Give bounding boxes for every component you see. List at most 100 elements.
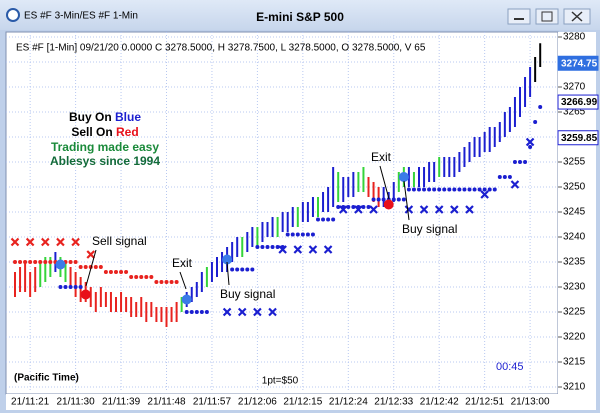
y-tick-label: 3230 — [563, 282, 586, 293]
legend-text: Buy On — [69, 110, 112, 124]
y-tick-label: 3255 — [563, 157, 586, 168]
stop-dot — [43, 260, 48, 264]
time-axis — [6, 394, 596, 410]
stop-dot — [538, 105, 543, 109]
stop-dot — [482, 187, 487, 192]
stop-dot — [139, 275, 144, 279]
y-tick-label: 3210 — [563, 382, 586, 393]
x-marker — [338, 205, 348, 214]
stop-dot — [401, 197, 406, 202]
stop-dot — [164, 280, 169, 284]
annotation-arrow — [85, 249, 97, 287]
x-marker — [323, 245, 333, 254]
price-label-box — [557, 94, 599, 110]
bar-countdown: 00:45 — [496, 361, 524, 373]
stop-dot — [255, 245, 260, 249]
stop-dot — [285, 232, 290, 237]
x-marker — [419, 205, 429, 214]
stop-dot — [144, 275, 149, 279]
info-line: ES #F [1-Min] 09/21/20 0.0000 C 3278.500… — [16, 43, 426, 54]
maximize-button[interactable] — [535, 8, 559, 25]
stop-dot — [411, 187, 416, 192]
x-marker — [71, 237, 80, 247]
price-label: 3266.99 — [561, 97, 598, 108]
x-tick-label: 21/12:06 — [238, 397, 277, 408]
x-marker — [369, 205, 378, 214]
y-tick-label: 3225 — [563, 307, 586, 318]
stop-dot — [326, 217, 331, 222]
x-marker — [450, 205, 459, 214]
legend-sell: Sell On Red — [71, 125, 138, 139]
title-bar — [0, 0, 600, 30]
stop-dot — [528, 145, 533, 149]
x-marker — [480, 190, 489, 199]
stop-dot — [48, 260, 53, 264]
stop-dot — [361, 205, 366, 209]
minimize-button[interactable] — [507, 8, 531, 25]
x-marker — [434, 205, 444, 214]
x-marker — [278, 245, 287, 254]
signal-dot — [55, 259, 66, 270]
stop-dot — [63, 285, 68, 289]
stop-dot — [129, 275, 134, 279]
x-marker — [293, 245, 303, 254]
stop-dot — [199, 310, 204, 314]
annotation: Buy signal — [402, 222, 457, 236]
stop-dot — [457, 187, 462, 192]
stop-dot — [230, 267, 235, 272]
stop-dot — [134, 275, 139, 279]
x-tick-label: 21/12:33 — [374, 397, 413, 408]
stop-dot — [78, 265, 83, 269]
stop-dot — [502, 175, 507, 179]
annotation-arrow — [403, 180, 410, 221]
legend-buy: Buy On Blue — [69, 110, 141, 124]
annotation-arrow — [179, 271, 187, 290]
stop-dot — [462, 187, 467, 192]
signal-dot — [398, 172, 409, 182]
stop-dot — [507, 175, 512, 179]
x-marker — [41, 237, 50, 247]
window-buttons[interactable] — [507, 8, 591, 25]
x-marker — [86, 250, 96, 259]
annotation: Exit — [172, 256, 193, 270]
stop-dot — [417, 187, 421, 192]
y-tick-label: 3250 — [563, 182, 586, 193]
window-title: ES #F 3-Min/ES #F 1-Min — [24, 11, 138, 22]
stop-dot — [68, 260, 73, 264]
stop-dot — [83, 265, 88, 269]
stop-dot — [487, 187, 492, 192]
stop-dot — [290, 232, 295, 237]
x-marker — [222, 307, 232, 317]
stop-dot — [366, 205, 371, 209]
stop-dot — [512, 160, 517, 164]
stop-dot — [98, 265, 103, 269]
x-marker — [25, 237, 35, 247]
stop-dot — [124, 270, 129, 274]
stop-dot — [154, 280, 159, 284]
x-marker — [268, 307, 277, 317]
stop-dot — [321, 217, 326, 222]
stop-dot — [58, 285, 63, 289]
legend-tagline: Ablesys since 1994 — [50, 154, 160, 168]
stop-dot — [406, 187, 411, 192]
stop-dot — [331, 217, 336, 222]
stop-dot — [38, 260, 43, 264]
signal-dot — [383, 199, 394, 210]
stop-dot — [477, 187, 482, 192]
stop-dot — [391, 197, 396, 202]
stop-dot — [194, 310, 199, 314]
stop-dot — [108, 270, 113, 274]
x-tick-label: 21/12:24 — [329, 397, 368, 408]
x-tick-label: 21/12:51 — [465, 397, 504, 408]
stop-dot — [68, 285, 73, 289]
stop-dot — [336, 205, 341, 209]
stop-dot — [381, 197, 386, 202]
x-marker — [56, 237, 65, 247]
point-value: 1pt=$50 — [262, 376, 299, 387]
stop-dot — [427, 187, 432, 192]
stop-dot — [184, 310, 189, 314]
stop-dot — [174, 280, 179, 284]
stop-dot — [351, 205, 356, 209]
stop-dot — [189, 310, 194, 314]
stop-dot — [18, 260, 23, 264]
